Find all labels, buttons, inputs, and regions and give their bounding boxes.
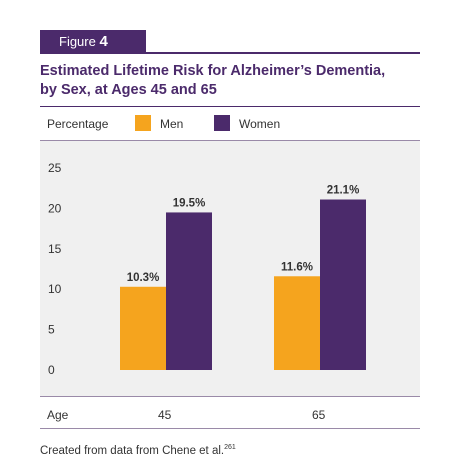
- figure-tab: Figure 4: [40, 30, 146, 53]
- chart-title-line-1: Estimated Lifetime Risk for Alzheimer’s …: [40, 63, 386, 79]
- legend-title: Percentage: [47, 117, 109, 131]
- y-tick-label: 15: [48, 242, 62, 256]
- bar-women-45: [166, 212, 212, 370]
- data-label-women-65: 21.1%: [327, 185, 360, 197]
- legend-swatch-women: [214, 115, 230, 131]
- data-label-men-65: 11.6%: [281, 261, 313, 273]
- top-rule: [40, 52, 420, 54]
- bar-men-65: [274, 276, 320, 370]
- legend-label-women: Women: [239, 117, 281, 131]
- data-label-women-45: 19.5%: [173, 197, 206, 209]
- figure-number: 4: [99, 33, 108, 50]
- source-text: Created from data from Chene et al.: [40, 444, 225, 457]
- data-label-men-45: 10.3%: [127, 272, 160, 284]
- y-tick-label: 20: [48, 201, 62, 215]
- legend-label-men: Men: [160, 117, 184, 131]
- title-rule: [40, 106, 420, 107]
- y-tick-label: 5: [48, 323, 55, 337]
- axis-rule: [40, 396, 420, 397]
- bottom-rule: [40, 428, 420, 429]
- source-reference: 261: [224, 444, 236, 451]
- chart-title-line-2: by Sex, at Ages 45 and 65: [40, 82, 217, 98]
- chart-title: Estimated Lifetime Risk for Alzheimer’s …: [40, 62, 420, 100]
- bar-women-65: [320, 199, 366, 370]
- bar-men-45: [120, 286, 166, 370]
- x-tick-label-65: 65: [312, 408, 326, 422]
- y-tick-label: 25: [48, 161, 62, 175]
- x-axis-label: Age: [47, 408, 69, 422]
- legend-swatch-men: [135, 115, 151, 131]
- legend: Percentage Men Women: [40, 113, 420, 135]
- y-tick-label: 10: [48, 282, 62, 296]
- legend-rule: [40, 140, 420, 141]
- source-note: Created from data from Chene et al.261: [40, 444, 236, 457]
- x-tick-label-45: 45: [158, 408, 172, 422]
- figure-label: Figure: [59, 34, 96, 49]
- bar-chart-plot: 0 5 10 15 20 25 10.3% 19.5% 11.6% 21.1%: [40, 141, 420, 396]
- y-tick-label: 0: [48, 363, 55, 377]
